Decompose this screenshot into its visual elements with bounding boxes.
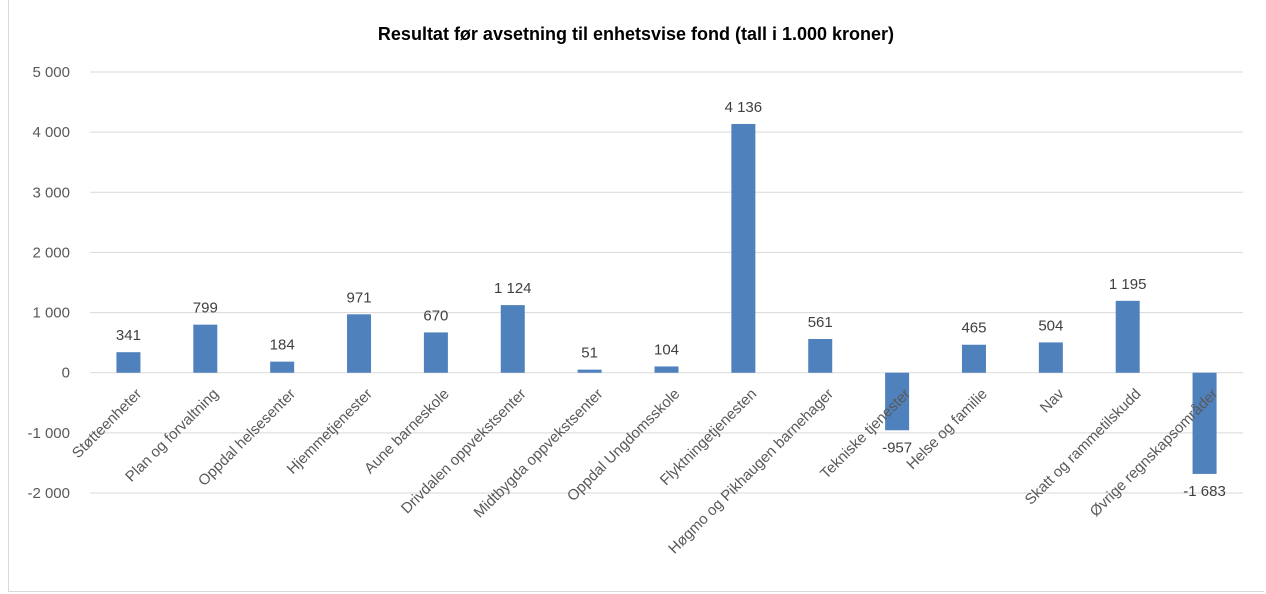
data-label: 971 (347, 289, 372, 306)
data-label: -1 683 (1183, 483, 1226, 500)
y-tick-label: -1 000 (27, 425, 70, 442)
data-label: 341 (116, 327, 141, 344)
data-label: 104 (654, 341, 679, 358)
bar (193, 324, 218, 373)
y-tick-label: 0 (62, 365, 70, 382)
data-label: 4 136 (725, 99, 763, 116)
gridlines (90, 71, 1243, 494)
bar (270, 361, 295, 373)
y-axis-ticks: 5 000 4 000 3 000 2 000 1 000 0 -1 000 -2 000 (27, 64, 70, 502)
data-label: 561 (808, 314, 833, 331)
category-label: Høgmo og Pikhaugen barnehager (665, 386, 837, 558)
category-label: Nav (1037, 385, 1068, 416)
bar (423, 332, 448, 373)
data-label: 465 (961, 320, 986, 337)
bar (577, 369, 602, 373)
bar (1192, 372, 1217, 474)
data-label: 1 195 (1109, 276, 1147, 293)
y-tick-label: -2 000 (27, 485, 70, 502)
data-label: 184 (270, 337, 295, 354)
bar (961, 344, 986, 373)
category-label: Midtbygda oppvekstsenter (471, 386, 607, 522)
bar (347, 314, 372, 373)
data-label: 51 (581, 345, 598, 362)
y-tick-label: 3 000 (32, 184, 70, 201)
y-tick-label: 4 000 (32, 124, 70, 141)
category-label: Støtteenheter (69, 386, 145, 462)
bar (1038, 342, 1063, 373)
bar (116, 352, 141, 373)
data-labels: 341 799 184 971 670 1 124 51 104 4 136 561 -957 465… (116, 99, 1226, 500)
data-label: 799 (193, 300, 218, 317)
bar (885, 372, 910, 431)
data-label: -957 (882, 439, 912, 456)
y-tick-label: 1 000 (32, 305, 70, 322)
data-label: 504 (1038, 317, 1063, 334)
bar (731, 123, 756, 373)
bar (808, 338, 833, 373)
bar (500, 305, 525, 373)
y-tick-label: 2 000 (32, 244, 70, 261)
chart-title: Resultat før avsetning til enhetsvise fo… (378, 24, 894, 44)
bar (1115, 300, 1140, 373)
y-tick-label: 5 000 (32, 64, 70, 81)
bar (654, 366, 679, 373)
category-label: Helse og familie (903, 386, 990, 473)
category-label: Drivdalen oppvekstsenter (398, 386, 530, 518)
data-label: 670 (423, 307, 448, 324)
bars (116, 123, 1217, 474)
data-label: 1 124 (494, 280, 532, 297)
